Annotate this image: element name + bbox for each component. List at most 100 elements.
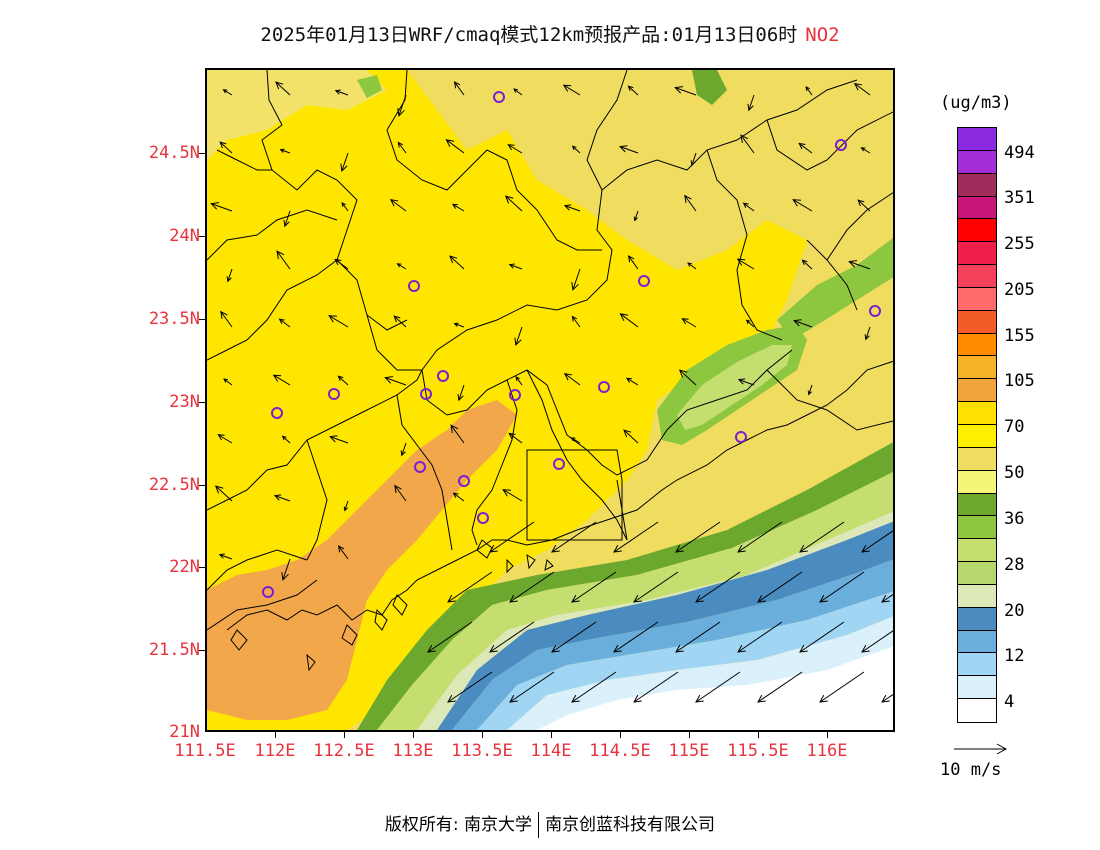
wind-vector	[623, 429, 639, 444]
wind-vector	[489, 521, 535, 553]
x-tick-label: 114E	[530, 741, 572, 761]
sea-band-4-12	[477, 591, 893, 730]
y-tick-label: 21.5N	[148, 640, 200, 660]
wind-vector	[283, 210, 291, 228]
wind-vector	[757, 571, 803, 603]
wind-vector	[819, 571, 865, 603]
wind-vector	[562, 84, 581, 96]
colorbar-segment	[958, 265, 996, 288]
colorbar-segment	[958, 402, 996, 425]
colorbar-segment	[958, 128, 996, 151]
map-canvas	[207, 70, 893, 730]
wind-vector	[334, 89, 349, 96]
wind-vector	[619, 145, 639, 154]
wind-vectors	[210, 81, 893, 703]
wind-vector	[792, 199, 813, 212]
station-marker	[414, 461, 426, 473]
station-marker	[420, 388, 432, 400]
wind-vector	[627, 85, 639, 96]
wind-vector	[551, 521, 597, 553]
wind-vector	[551, 621, 597, 653]
y-tick	[199, 485, 206, 486]
colorbar-segment	[958, 470, 996, 494]
wind-vector	[737, 621, 783, 653]
colorbar-label: 70	[1004, 417, 1025, 437]
wind-vector	[570, 437, 581, 444]
wind-vector	[226, 268, 233, 283]
wind-vector	[457, 384, 465, 402]
wind-vector	[449, 255, 465, 270]
station-marker	[869, 305, 881, 317]
wind-vector	[563, 372, 581, 386]
station-marker	[437, 370, 449, 382]
wind-vector	[393, 315, 407, 328]
wind-vector	[571, 315, 581, 328]
x-tick	[482, 731, 483, 738]
station-marker	[458, 475, 470, 487]
copyright-owner: 版权所有: 南京大学	[384, 815, 533, 835]
no2-concentration-map[interactable]	[205, 68, 895, 732]
colorbar-segment	[958, 630, 996, 654]
wind-vector	[272, 374, 291, 386]
colorbar-label: 155	[1004, 326, 1035, 346]
wind-vector	[613, 621, 659, 653]
sea-band-12	[452, 559, 893, 730]
wind-vector	[334, 258, 349, 270]
colorbar-segment	[958, 584, 996, 608]
wind-vector	[801, 259, 813, 270]
admin-boundaries	[207, 70, 893, 631]
colorbar-label: 28	[1004, 555, 1025, 575]
copyright-company: 南京创蓝科技有限公司	[545, 815, 716, 835]
y-tick	[199, 236, 206, 237]
y-tick-label: 21N	[169, 722, 200, 742]
colorbar-segment	[958, 196, 996, 220]
wind-vector	[219, 141, 233, 154]
wind-vector	[695, 571, 741, 603]
colorbar-segment	[958, 356, 996, 380]
y-tick-label: 22N	[169, 557, 200, 577]
colorbar-segment	[958, 562, 996, 585]
wind-vector	[214, 485, 233, 502]
wind-vector	[687, 262, 697, 270]
station-marker	[408, 280, 420, 292]
wind-vector	[571, 671, 617, 703]
monitoring-stations	[262, 91, 881, 598]
map-title: 2025年01月13日WRF/cmaq模式12km预报产品:01月13日06时 N…	[0, 20, 1100, 47]
wind-vector	[757, 671, 803, 703]
station-marker	[493, 91, 505, 103]
wind-vector	[278, 318, 291, 328]
wind-vector	[515, 376, 523, 386]
station-marker	[598, 381, 610, 393]
x-tick	[551, 731, 552, 738]
station-marker	[735, 431, 747, 443]
wind-vector	[489, 621, 535, 653]
wind-vector	[513, 88, 523, 96]
wind-vector	[571, 571, 617, 603]
wind-vector	[396, 263, 407, 270]
wind-vector	[445, 139, 465, 154]
wind-vector	[807, 384, 813, 396]
y-tick	[199, 567, 206, 568]
wind-vector	[504, 195, 523, 212]
wind-vector	[857, 199, 871, 212]
wind-vector	[799, 521, 845, 553]
wind-scale-label: 10 m/s	[940, 760, 1002, 780]
colorbar-segment	[958, 607, 996, 631]
wind-vector	[848, 260, 871, 270]
y-tick	[199, 153, 206, 154]
wind-vector	[273, 494, 291, 502]
colorbar-label: 205	[1004, 280, 1035, 300]
islands	[230, 539, 554, 672]
sea-clean	[537, 646, 893, 730]
colorbar-segment	[958, 242, 996, 266]
wind-vector	[690, 152, 697, 167]
field-28-36-blob	[677, 345, 792, 430]
wind-vector	[695, 671, 741, 703]
y-tick-label: 23.5N	[148, 309, 200, 329]
wind-vector	[451, 203, 465, 212]
colorbar-segment	[958, 516, 996, 540]
x-tick	[344, 731, 345, 738]
colorbar-unit: (ug/m3)	[940, 93, 1012, 113]
copyright-footer: 版权所有: 南京大学 南京创蓝科技有限公司	[0, 810, 1100, 838]
wind-vector	[389, 198, 407, 212]
